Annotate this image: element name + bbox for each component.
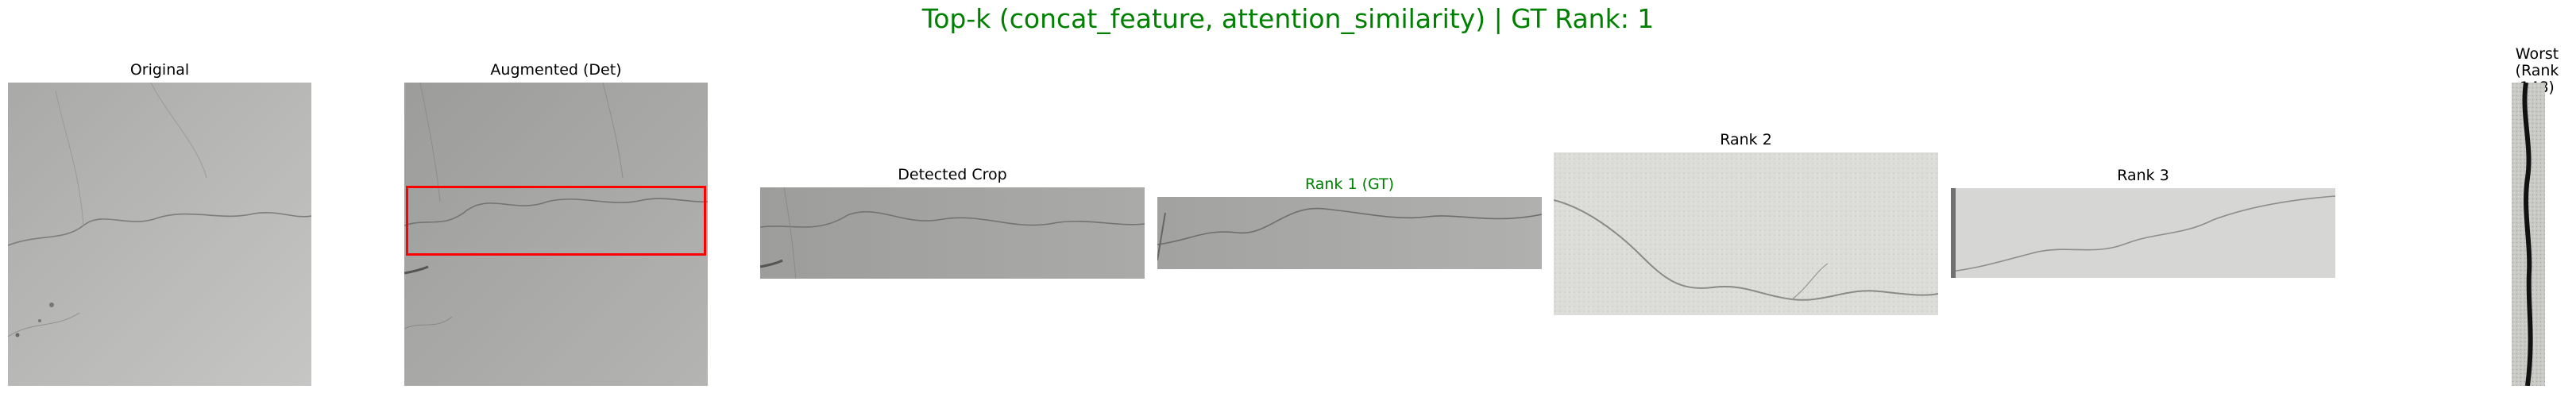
panel-label-augmented: Augmented (Det) <box>490 61 622 79</box>
panel-worst: Worst (Rank 148) <box>2498 46 2576 387</box>
panel-label-rank1: Rank 1 (GT) <box>1304 175 1395 193</box>
worst-image <box>2512 83 2545 386</box>
panel-label-rank3: Rank 3 <box>2117 167 2169 184</box>
panel-augmented: Augmented (Det) <box>404 62 708 387</box>
rank1-image <box>1157 197 1542 269</box>
panel-rank3: Rank 3 <box>1951 168 2335 280</box>
original-image <box>8 83 311 386</box>
rank2-image <box>1554 152 1938 315</box>
panel-label-rank2: Rank 2 <box>1720 131 1772 148</box>
panel-rank2: Rank 2 <box>1554 132 1938 318</box>
panel-original: Original <box>8 62 311 387</box>
detected-crop-image <box>760 187 1145 279</box>
panel-rank1: Rank 1 (GT) <box>1157 176 1542 272</box>
rank3-image <box>1951 188 2335 278</box>
panel-label-detected-crop: Detected Crop <box>898 166 1007 183</box>
augmented-image <box>404 83 708 386</box>
panel-label-original: Original <box>129 61 190 79</box>
panel-label-worst-line1: Worst <box>2515 45 2559 63</box>
detection-box <box>406 186 706 256</box>
panel-detected-crop: Detected Crop <box>760 167 1145 281</box>
figure-title: Top-k (concat_feature, attention_similar… <box>921 3 1655 34</box>
